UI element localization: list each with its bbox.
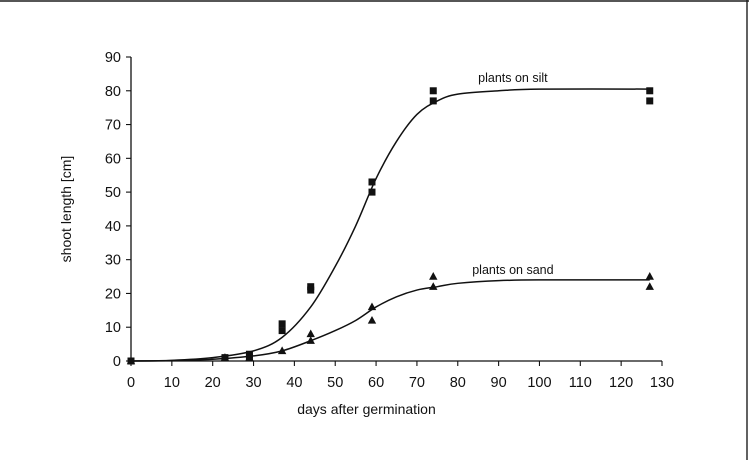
y-tick-label: 80 xyxy=(105,84,121,100)
x-tick-label: 60 xyxy=(368,375,384,391)
sand-data-point xyxy=(245,353,254,361)
sand-data-point xyxy=(645,282,654,290)
y-tick-label: 90 xyxy=(105,50,121,66)
silt-data-point xyxy=(307,283,315,291)
fit-curves xyxy=(130,88,650,362)
silt-data-point xyxy=(646,97,654,105)
silt-data-point xyxy=(429,97,437,105)
fit-curve-sand xyxy=(130,279,650,362)
series-label-sand: plants on sand xyxy=(472,263,553,277)
x-tick-label: 130 xyxy=(650,375,674,391)
x-tick-label: 110 xyxy=(569,375,592,391)
y-tick-label: 70 xyxy=(105,118,121,134)
silt-data-point xyxy=(278,327,286,335)
sand-data-point xyxy=(429,272,438,280)
y-tick-label: 50 xyxy=(105,185,121,201)
x-axis-title: days after germination xyxy=(297,401,436,417)
sand-data-point xyxy=(126,356,136,365)
x-tick-label: 80 xyxy=(450,375,466,391)
x-tick-label: 50 xyxy=(327,375,343,391)
x-tick-label: 70 xyxy=(409,375,425,391)
sand-data-point xyxy=(367,315,377,324)
y-tick-label: 30 xyxy=(105,253,121,269)
x-tick-label: 30 xyxy=(245,375,261,391)
x-tick-label: 0 xyxy=(127,375,135,391)
y-tick-label: 40 xyxy=(105,219,121,235)
axes: 0 10 20 30 40 50 60 70 80 90 0 10 20 30 40 50 60 70 80 90 10… xyxy=(105,50,674,391)
y-axis-title: shoot length [cm] xyxy=(58,156,74,263)
sand-data-point xyxy=(220,353,230,361)
labels: days after germination shoot length [cm]… xyxy=(58,71,554,417)
sand-data-point xyxy=(306,336,315,344)
silt-data-point xyxy=(368,188,376,196)
fit-curve-silt xyxy=(130,88,650,362)
sand-data-point xyxy=(367,302,377,311)
y-tick-label: 0 xyxy=(113,354,121,370)
silt-data-point xyxy=(278,320,286,328)
silt-data-point xyxy=(646,87,654,95)
sand-data-point xyxy=(429,282,438,290)
series-label-silt: plants on silt xyxy=(478,71,548,85)
sand-data-point xyxy=(645,272,654,280)
y-tick-label: 60 xyxy=(105,151,121,167)
x-tick-label: 20 xyxy=(205,375,221,391)
y-tick-label: 10 xyxy=(105,320,121,336)
sand-data-point xyxy=(277,346,287,355)
sand-data-point xyxy=(306,329,315,338)
x-tick-label: 100 xyxy=(527,375,551,391)
silt-data-point xyxy=(368,178,376,186)
x-tick-label: 90 xyxy=(491,375,507,391)
x-tick-label: 40 xyxy=(286,375,302,391)
data-points xyxy=(126,87,654,365)
x-tick-label: 10 xyxy=(164,375,180,391)
x-tick-label: 120 xyxy=(609,375,633,391)
y-tick-label: 20 xyxy=(105,286,121,302)
silt-data-point xyxy=(429,87,437,95)
